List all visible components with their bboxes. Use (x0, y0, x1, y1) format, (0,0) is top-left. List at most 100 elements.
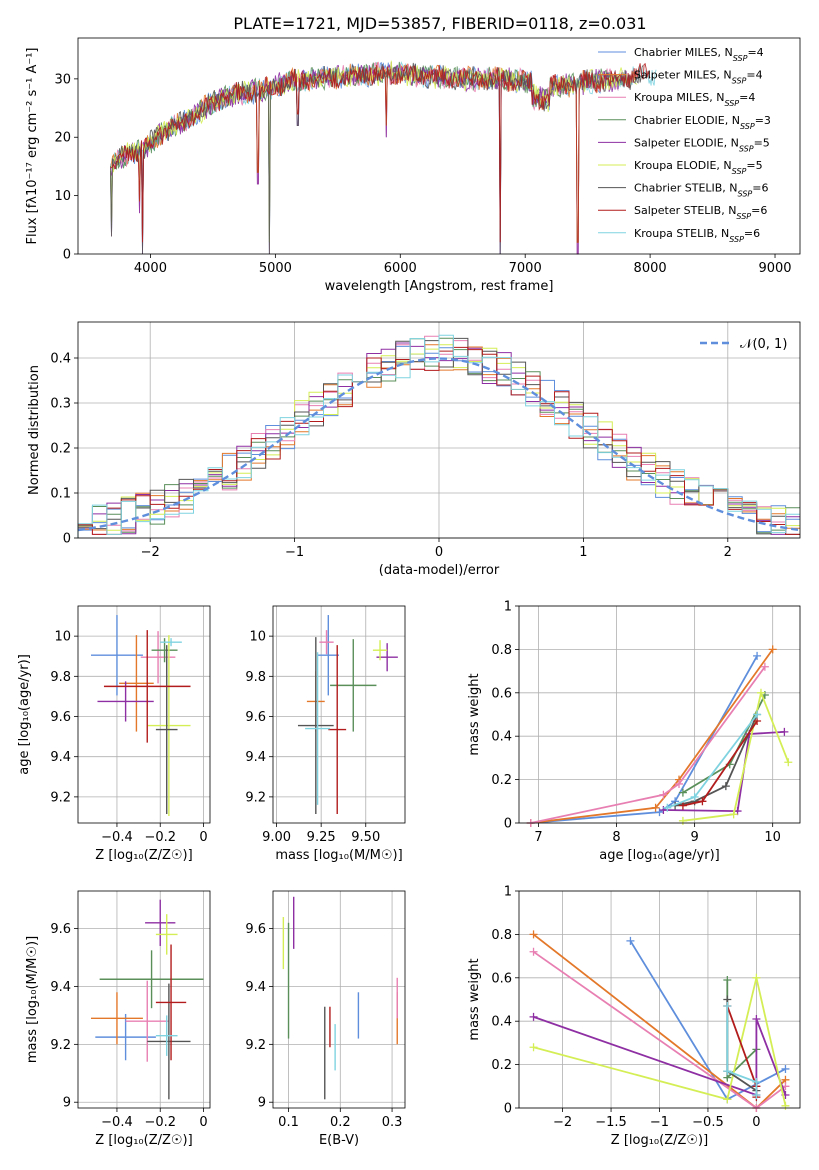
plot-area (77, 334, 801, 538)
y-tick-label: 9.2 (50, 790, 71, 805)
weight-line-3 (530, 666, 766, 824)
panel-age-vs-z: −0.4 −0.2 0 9.2 9.4 9.6 9.8 10 Z [log₁₀(Z/Z☉)] ag… (17, 605, 211, 863)
legend-entry: Salpeter MILES, NSSP=4 (634, 69, 763, 86)
x-tick-label: 4000 (134, 261, 167, 276)
weight-marker (760, 662, 769, 671)
plot-area (90, 615, 191, 816)
weight-marker (752, 1090, 761, 1099)
spectrum-line-6 (110, 60, 638, 243)
y-tick-label: 10 (249, 630, 266, 645)
legend-entry: Chabrier ELODIE, NSSP=3 (634, 114, 771, 131)
weight-marker (723, 1067, 732, 1076)
y-axis-label: mass weight (467, 673, 482, 755)
x-tick-label: 0 (199, 1115, 207, 1130)
y-tick-label: 9 (258, 1096, 266, 1111)
y-tick-label: 0.8 (491, 643, 512, 658)
y-tick-label: 9.4 (50, 750, 71, 765)
y-tick-label: 0.1 (50, 487, 71, 502)
legend-suffix: =4 (746, 69, 762, 82)
x-tick-label: −1 (650, 1115, 669, 1130)
legend-suffix: =4 (739, 91, 755, 104)
legend-suffix: =5 (754, 136, 770, 149)
x-tick-label: 2 (724, 545, 732, 560)
legend-entry: Kroupa MILES, NSSP=4 (634, 91, 755, 108)
y-tick-label: 9.4 (50, 980, 71, 995)
x-tick-label: −1 (285, 545, 304, 560)
y-axis-label: Flux [fλ10⁻¹⁷ erg cm⁻² s⁻¹ A⁻¹] (25, 48, 40, 245)
y-tick-label: 0.3 (50, 397, 71, 412)
weight-marker (721, 782, 730, 791)
legend-entry: Kroupa ELODIE, NSSP=5 (634, 159, 763, 176)
x-tick-label: 0 (435, 545, 443, 560)
x-axis-label: (data-model)/error (379, 563, 500, 578)
x-axis-label: age [log₁₀(age/yr)] (599, 848, 720, 863)
plot-area (297, 615, 398, 814)
weight-line-9 (666, 713, 758, 809)
panel-residuals: −2 −1 0 1 2 0 0.1 0.2 0.3 0.4 (data-model)/error No… (27, 321, 801, 578)
weight-marker (529, 1043, 538, 1052)
weight-marker (651, 803, 660, 812)
spectrum-line-8 (110, 62, 651, 243)
y-tick-label: 10 (54, 189, 71, 204)
legend-entry: Chabrier MILES, NSSP=4 (634, 46, 764, 63)
x-tick-label: 9.25 (307, 830, 336, 845)
weight-marker (753, 651, 762, 660)
y-tick-label: 9.4 (245, 750, 266, 765)
weight-marker (780, 727, 789, 736)
x-tick-label: −0.2 (144, 830, 176, 845)
x-tick-label: 0.2 (330, 1115, 351, 1130)
legend-subscript: SSP (738, 189, 753, 198)
legend-suffix: =3 (755, 114, 771, 127)
weight-line-5 (663, 731, 785, 813)
y-tick-label: 0.8 (491, 928, 512, 943)
histogram-9 (77, 334, 800, 538)
axes-frame (272, 605, 406, 824)
spectrum-line-9 (110, 61, 657, 255)
weight-line-2 (530, 648, 774, 824)
x-tick-label: 9.50 (351, 830, 380, 845)
weight-line-6 (682, 689, 790, 822)
x-tick-label: 0.1 (278, 1115, 299, 1130)
weight-line-5 (533, 1016, 787, 1097)
x-axis-label: wavelength [Angstrom, rest frame] (325, 279, 554, 294)
legend-suffix: =6 (744, 227, 760, 240)
plot-area (282, 896, 398, 1100)
y-tick-label: 0.2 (491, 773, 512, 788)
weight-marker (529, 930, 538, 939)
y-tick-label: 9.8 (245, 670, 266, 685)
y-tick-label: 9.6 (50, 922, 71, 937)
y-tick-label: 9.2 (50, 1038, 71, 1053)
legend-subscript: SSP (732, 167, 747, 176)
x-tick-label: −0.2 (144, 1115, 176, 1130)
weight-marker (752, 1015, 761, 1024)
y-tick-label: 9.6 (245, 710, 266, 725)
y-tick-label: 9.6 (50, 710, 71, 725)
legend-entry: Salpeter ELODIE, NSSP=5 (634, 136, 770, 153)
legend-entry: Salpeter STELIB, NSSP=6 (634, 204, 767, 221)
weight-marker (678, 788, 687, 797)
y-axis-label: mass [log₁₀(M/M☉)] (25, 936, 40, 1063)
weight-marker (756, 688, 765, 697)
y-tick-label: 0 (63, 248, 71, 263)
y-tick-label: 0 (63, 532, 71, 547)
legend-entry: Chabrier STELIB, NSSP=6 (634, 182, 768, 199)
x-tick-label: −0.5 (692, 1115, 724, 1130)
weight-marker (752, 1077, 761, 1086)
weight-line-7 (674, 714, 758, 807)
axes-frame (77, 890, 211, 1109)
y-axis-label: age [log₁₀(age/yr)] (17, 654, 32, 775)
legend-subscript: SSP (736, 212, 751, 221)
panel-mass-vs-z: −0.4 −0.2 0 9 9.2 9.4 9.6 Z [log₁₀(Z/Z☉)] mass [… (25, 890, 211, 1148)
weight-marker (663, 803, 672, 812)
x-tick-label: −2 (553, 1115, 572, 1130)
weight-marker (753, 710, 762, 719)
weight-marker (723, 975, 732, 984)
weight-line-4 (682, 694, 766, 794)
panel-spectrum: 4000 5000 6000 7000 8000 9000 0 10 20 30 wavelengt… (25, 37, 801, 294)
y-axis-label: mass weight (467, 958, 482, 1040)
plot-area (110, 60, 657, 255)
y-tick-label: 10 (54, 630, 71, 645)
y-tick-label: 9 (63, 1096, 71, 1111)
panel-weight-vs-age: 7 8 9 10 0 0.2 0.4 0.6 0.8 1 age [log₁₀(age/yr)] ma… (467, 600, 801, 863)
